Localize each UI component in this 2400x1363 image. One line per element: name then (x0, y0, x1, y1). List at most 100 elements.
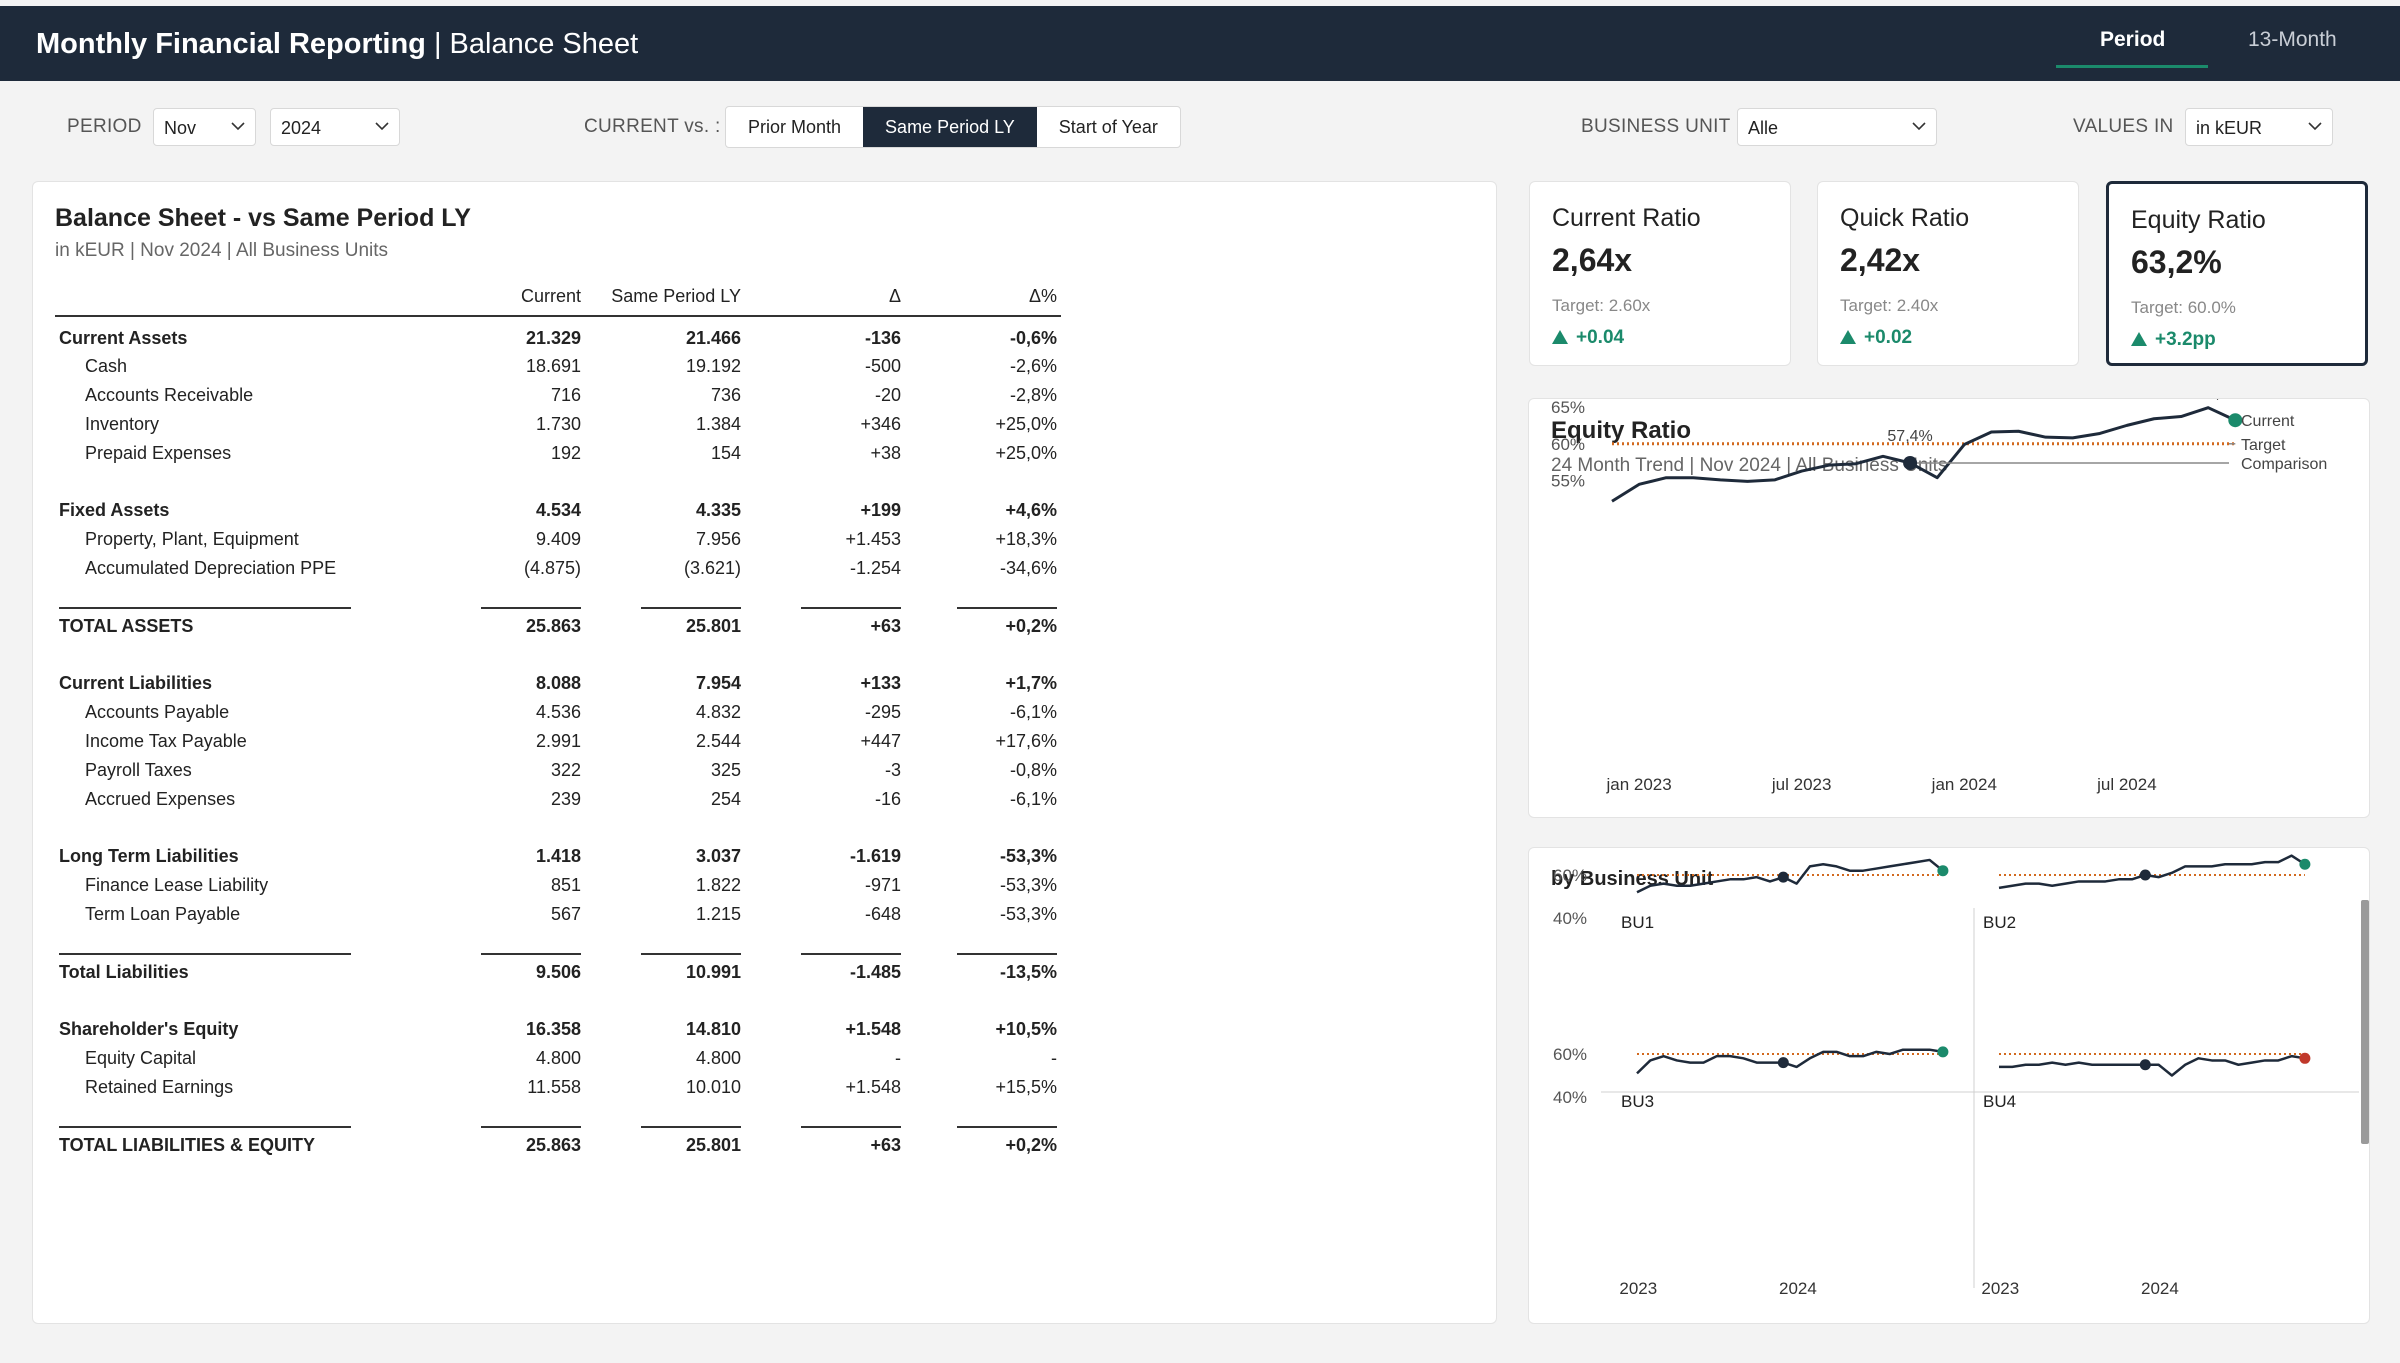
cell-current: 1.730 (535, 414, 581, 434)
cell-current: 25.863 (525, 1134, 581, 1155)
kpi-delta-value: +0.02 (1864, 327, 1913, 348)
cell-current: 11.558 (527, 1077, 581, 1097)
header-delta: Δ (745, 278, 905, 317)
row-label: Term Loan Payable (85, 904, 241, 924)
compare-toggle: Prior Month Same Period LY Start of Year (725, 106, 1181, 148)
balance-sheet-body: Current Assets 21.329 21.466 -136 -0,6% Cash 1… (55, 316, 1061, 1160)
cell-same-period-ly: 4.832 (695, 702, 741, 722)
chevron-down-icon (2308, 122, 2322, 131)
table-row: Payroll Taxes 322 325 -3 -0,8% (55, 756, 1061, 785)
cell-current: 716 (550, 385, 581, 405)
bu-series-line (1636, 858, 1944, 894)
cell-delta: -136 (864, 328, 901, 348)
cell-current: 2.991 (535, 731, 581, 751)
cell-same-period-ly: 325 (710, 760, 741, 780)
rule-cell (55, 929, 425, 957)
year-select[interactable]: 2024 (270, 108, 400, 146)
kpi-delta: +3.2pp (2131, 329, 2216, 351)
spacer-row (55, 641, 1061, 669)
cell-same-period-ly: 10.991 (685, 961, 741, 982)
cell-same-period-ly: 4.335 (695, 500, 741, 520)
tab-13-month[interactable]: 13-Month (2248, 28, 2337, 51)
comparison-point (1777, 871, 1789, 883)
cell-current: 322 (550, 760, 581, 780)
row-label: Retained Earnings (85, 1077, 234, 1097)
current-point (2299, 1052, 2311, 1064)
kpi-target: Target: 2.40x (1840, 296, 1939, 315)
equity-ratio-chart-card: Equity Ratio 24 Month Trend | Nov 2024 |… (1528, 398, 2370, 818)
cell-delta-pct: +17,6% (995, 731, 1057, 751)
current-data-label: 63,2% (2198, 399, 2243, 402)
rule-line (59, 953, 351, 955)
cell-delta: +1.453 (845, 529, 901, 549)
compare-same-period-ly-button[interactable]: Same Period LY (863, 107, 1037, 147)
compare-prior-month-button[interactable]: Prior Month (748, 117, 842, 137)
legend-comparison-label: Comparison (2241, 456, 2327, 473)
spacer-cell (55, 987, 1061, 1015)
y-tick-label: 60% (1553, 1045, 1587, 1064)
group-row: Fixed Assets 4.534 4.335 +199 +4,6% (55, 496, 1061, 525)
table-row: Prepaid Expenses 192 154 +38 +25,0% (55, 439, 1061, 468)
bu-panel: BU3 (1621, 1046, 1949, 1111)
kpi-delta: +0.04 (1552, 327, 1624, 349)
rule-cell (585, 583, 745, 611)
business-unit-select[interactable]: Alle (1737, 108, 1937, 146)
cell-current: 851 (550, 875, 581, 895)
compare-start-of-year-button[interactable]: Start of Year (1058, 117, 1158, 137)
cell-delta-pct: -53,3% (999, 846, 1057, 866)
rule-cell (905, 1102, 1061, 1130)
values-in-select[interactable]: in kEUR (2185, 108, 2333, 146)
filter-bar: PERIOD Nov 2024 CURRENT vs. : Prior Mont… (0, 100, 2400, 155)
cell-delta-pct: -6,1% (1009, 702, 1057, 722)
row-label: Inventory (85, 414, 160, 434)
cell-current: 25.863 (525, 615, 581, 636)
cell-delta: +1.548 (845, 1019, 901, 1039)
table-row: Property, Plant, Equipment 9.409 7.956 +1.4… (55, 525, 1061, 554)
month-select[interactable]: Nov (153, 108, 256, 146)
cell-same-period-ly: 7.956 (695, 529, 741, 549)
cell-delta-pct: -34,6% (999, 558, 1057, 578)
business-unit-label: BUSINESS UNIT (1581, 116, 1731, 137)
row-label: Cash (85, 356, 128, 376)
kpi-card-quick-ratio[interactable]: Quick Ratio 2,42x Target: 2.40x +0.02 (1817, 181, 2079, 366)
row-label: Current Assets (59, 328, 188, 348)
comparison-point (2139, 869, 2151, 881)
tab-period[interactable]: Period (2100, 28, 2166, 51)
compare-label: CURRENT vs. : (584, 116, 721, 137)
scrollbar[interactable] (2361, 900, 2369, 1144)
cell-current: 4.800 (535, 1048, 581, 1068)
cell-delta-pct: +18,3% (995, 529, 1057, 549)
cell-current: 239 (550, 789, 581, 809)
chevron-down-icon (375, 122, 389, 131)
bu-panel: BU1 (1621, 858, 1949, 932)
row-label: Property, Plant, Equipment (85, 529, 299, 549)
rule-line (481, 607, 581, 609)
cell-delta: -3 (884, 760, 901, 780)
kpi-card-equity-ratio[interactable]: Equity Ratio 63,2% Target: 60.0% +3.2pp (2106, 181, 2368, 366)
kpi-card-current-ratio[interactable]: Current Ratio 2,64x Target: 2.60x +0.04 (1529, 181, 1791, 366)
header-delta-pct: Δ% (905, 278, 1061, 317)
balance-sheet-title: Balance Sheet - vs Same Period LY (55, 204, 471, 232)
table-row: Finance Lease Liability 851 1.822 -971 -53,3… (55, 871, 1061, 900)
group-row: Shareholder's Equity 16.358 14.810 +1.548 +1… (55, 1015, 1061, 1044)
cell-delta: - (895, 1048, 901, 1068)
row-label: Accounts Payable (85, 702, 230, 722)
row-label: Total Liabilities (59, 961, 189, 982)
cell-same-period-ly: 21.466 (685, 328, 741, 348)
y-tick-label: 65% (1551, 399, 1585, 417)
x-tick-label: jul 2023 (1771, 775, 1832, 794)
comparison-data-label: 57,4% (1887, 428, 1932, 445)
cell-delta: +447 (860, 731, 901, 751)
rule-line (641, 1126, 741, 1128)
year-select-value: 2024 (281, 118, 322, 138)
total-row: Total Liabilities 9.506 10.991 -1.485 -13,5% (55, 957, 1061, 987)
balance-sheet-subtitle: in kEUR | Nov 2024 | All Business Units (55, 240, 389, 261)
rule-cell (425, 1102, 585, 1130)
business-unit-value: Alle (1748, 118, 1779, 138)
business-unit-chart-card: by Business Unit 40% 60% 40% 60% BU1 BU2 BU3 BU… (1528, 847, 2370, 1324)
y-tick-label: 40% (1553, 1088, 1587, 1107)
row-label: Payroll Taxes (85, 760, 192, 780)
cell-delta-pct: -0,8% (1009, 760, 1057, 780)
business-unit-chart: 40% 60% 40% 60% BU1 BU2 BU3 BU4 2023 2024 2023 2024 (1553, 854, 2359, 1298)
rule-line (957, 607, 1057, 609)
